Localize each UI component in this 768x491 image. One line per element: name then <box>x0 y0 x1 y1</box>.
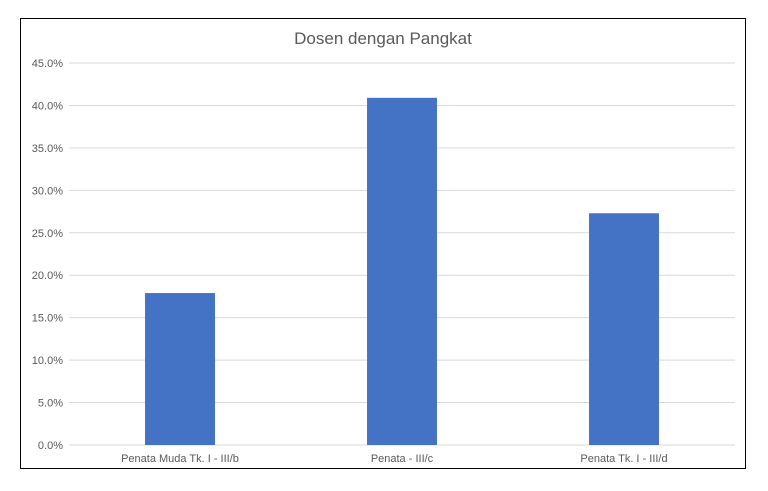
x-tick-label: Penata Muda Tk. I - III/b <box>121 453 239 465</box>
bar <box>145 293 215 445</box>
y-tick-label: 0.0% <box>38 440 63 452</box>
y-tick-label: 20.0% <box>32 270 63 282</box>
x-tick-label: Penata - III/c <box>371 453 434 465</box>
bar-chart: 0.0% 5.0% 10.0% 15.0% 20.0% 25.0% 30.0% 35.0% 40… <box>32 58 735 465</box>
y-tick-label: 45.0% <box>32 58 63 70</box>
y-tick-label: 35.0% <box>32 143 63 155</box>
y-tick-label: 30.0% <box>32 185 63 197</box>
x-tick-label: Penata Tk. I - III/d <box>580 453 667 465</box>
bar <box>367 97 437 445</box>
y-tick-label: 40.0% <box>32 100 63 112</box>
chart-title: Dosen dengan Pangkat <box>294 29 472 48</box>
y-tick-label: 10.0% <box>32 355 63 367</box>
bar <box>589 213 659 445</box>
y-tick-label: 25.0% <box>32 228 63 240</box>
chart-frame: Dosen dengan Pangkat 0.0% 5.0% 10.0% 15.0% 2… <box>20 18 746 469</box>
y-tick-label: 15.0% <box>32 313 63 325</box>
y-tick-label: 5.0% <box>38 398 63 410</box>
